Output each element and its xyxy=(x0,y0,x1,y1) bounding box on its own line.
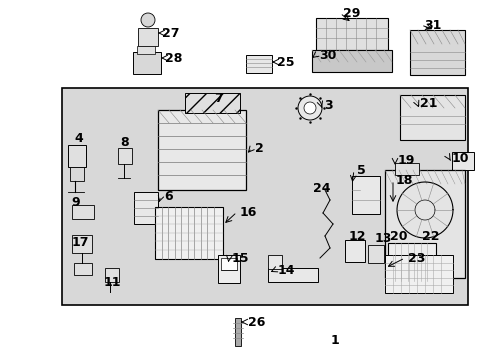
Bar xyxy=(158,110,245,190)
Bar xyxy=(384,170,464,278)
Bar xyxy=(315,18,387,50)
Text: 24: 24 xyxy=(312,181,330,194)
Text: 29: 29 xyxy=(342,6,360,19)
Text: 11: 11 xyxy=(104,275,121,288)
Text: 20: 20 xyxy=(389,230,407,243)
Bar xyxy=(184,93,240,113)
Bar xyxy=(221,258,237,270)
Text: 13: 13 xyxy=(374,231,391,244)
Text: 10: 10 xyxy=(451,152,468,165)
Bar xyxy=(394,163,418,175)
Text: 31: 31 xyxy=(423,18,441,32)
Text: 28: 28 xyxy=(164,51,182,64)
Text: 30: 30 xyxy=(318,49,336,62)
Bar xyxy=(451,152,473,170)
Circle shape xyxy=(297,96,321,120)
Bar xyxy=(387,243,435,281)
Bar xyxy=(105,268,119,282)
Bar xyxy=(367,245,383,263)
Text: 22: 22 xyxy=(421,230,439,243)
Text: 15: 15 xyxy=(231,252,249,265)
Bar xyxy=(345,240,364,262)
Text: 23: 23 xyxy=(407,252,425,265)
Text: 27: 27 xyxy=(162,27,179,40)
Text: 6: 6 xyxy=(163,189,172,202)
Bar xyxy=(311,50,391,72)
Text: 5: 5 xyxy=(356,163,365,176)
Bar xyxy=(245,55,271,73)
Text: 1: 1 xyxy=(330,333,339,346)
Bar xyxy=(72,235,92,253)
Text: 21: 21 xyxy=(419,96,437,109)
Bar xyxy=(155,207,223,259)
Text: 18: 18 xyxy=(395,174,412,186)
Text: 25: 25 xyxy=(276,55,294,68)
Bar xyxy=(235,318,241,346)
Bar xyxy=(384,255,452,293)
Text: 2: 2 xyxy=(254,141,263,154)
Text: 19: 19 xyxy=(397,153,414,166)
Bar xyxy=(399,95,464,140)
Text: 4: 4 xyxy=(74,131,82,144)
Circle shape xyxy=(141,13,155,27)
Text: 26: 26 xyxy=(247,315,265,328)
Text: 9: 9 xyxy=(71,195,80,208)
Text: 7: 7 xyxy=(214,91,223,104)
Text: 14: 14 xyxy=(278,264,295,276)
Bar xyxy=(70,167,84,181)
Circle shape xyxy=(304,102,315,114)
Bar xyxy=(133,52,161,74)
Text: 3: 3 xyxy=(324,99,332,112)
Bar xyxy=(267,255,282,269)
Text: 8: 8 xyxy=(120,135,128,149)
Text: 16: 16 xyxy=(240,206,257,219)
Bar xyxy=(351,176,379,214)
Bar xyxy=(409,30,464,75)
Bar xyxy=(218,255,240,283)
Bar xyxy=(137,46,155,54)
Bar xyxy=(118,148,132,164)
Bar xyxy=(68,145,86,167)
Bar xyxy=(62,88,467,305)
Text: 17: 17 xyxy=(72,237,89,249)
Bar xyxy=(74,263,92,275)
Bar xyxy=(134,192,158,224)
Text: 12: 12 xyxy=(348,230,366,243)
Bar xyxy=(72,205,94,219)
Bar xyxy=(138,28,158,46)
Bar xyxy=(267,268,317,282)
